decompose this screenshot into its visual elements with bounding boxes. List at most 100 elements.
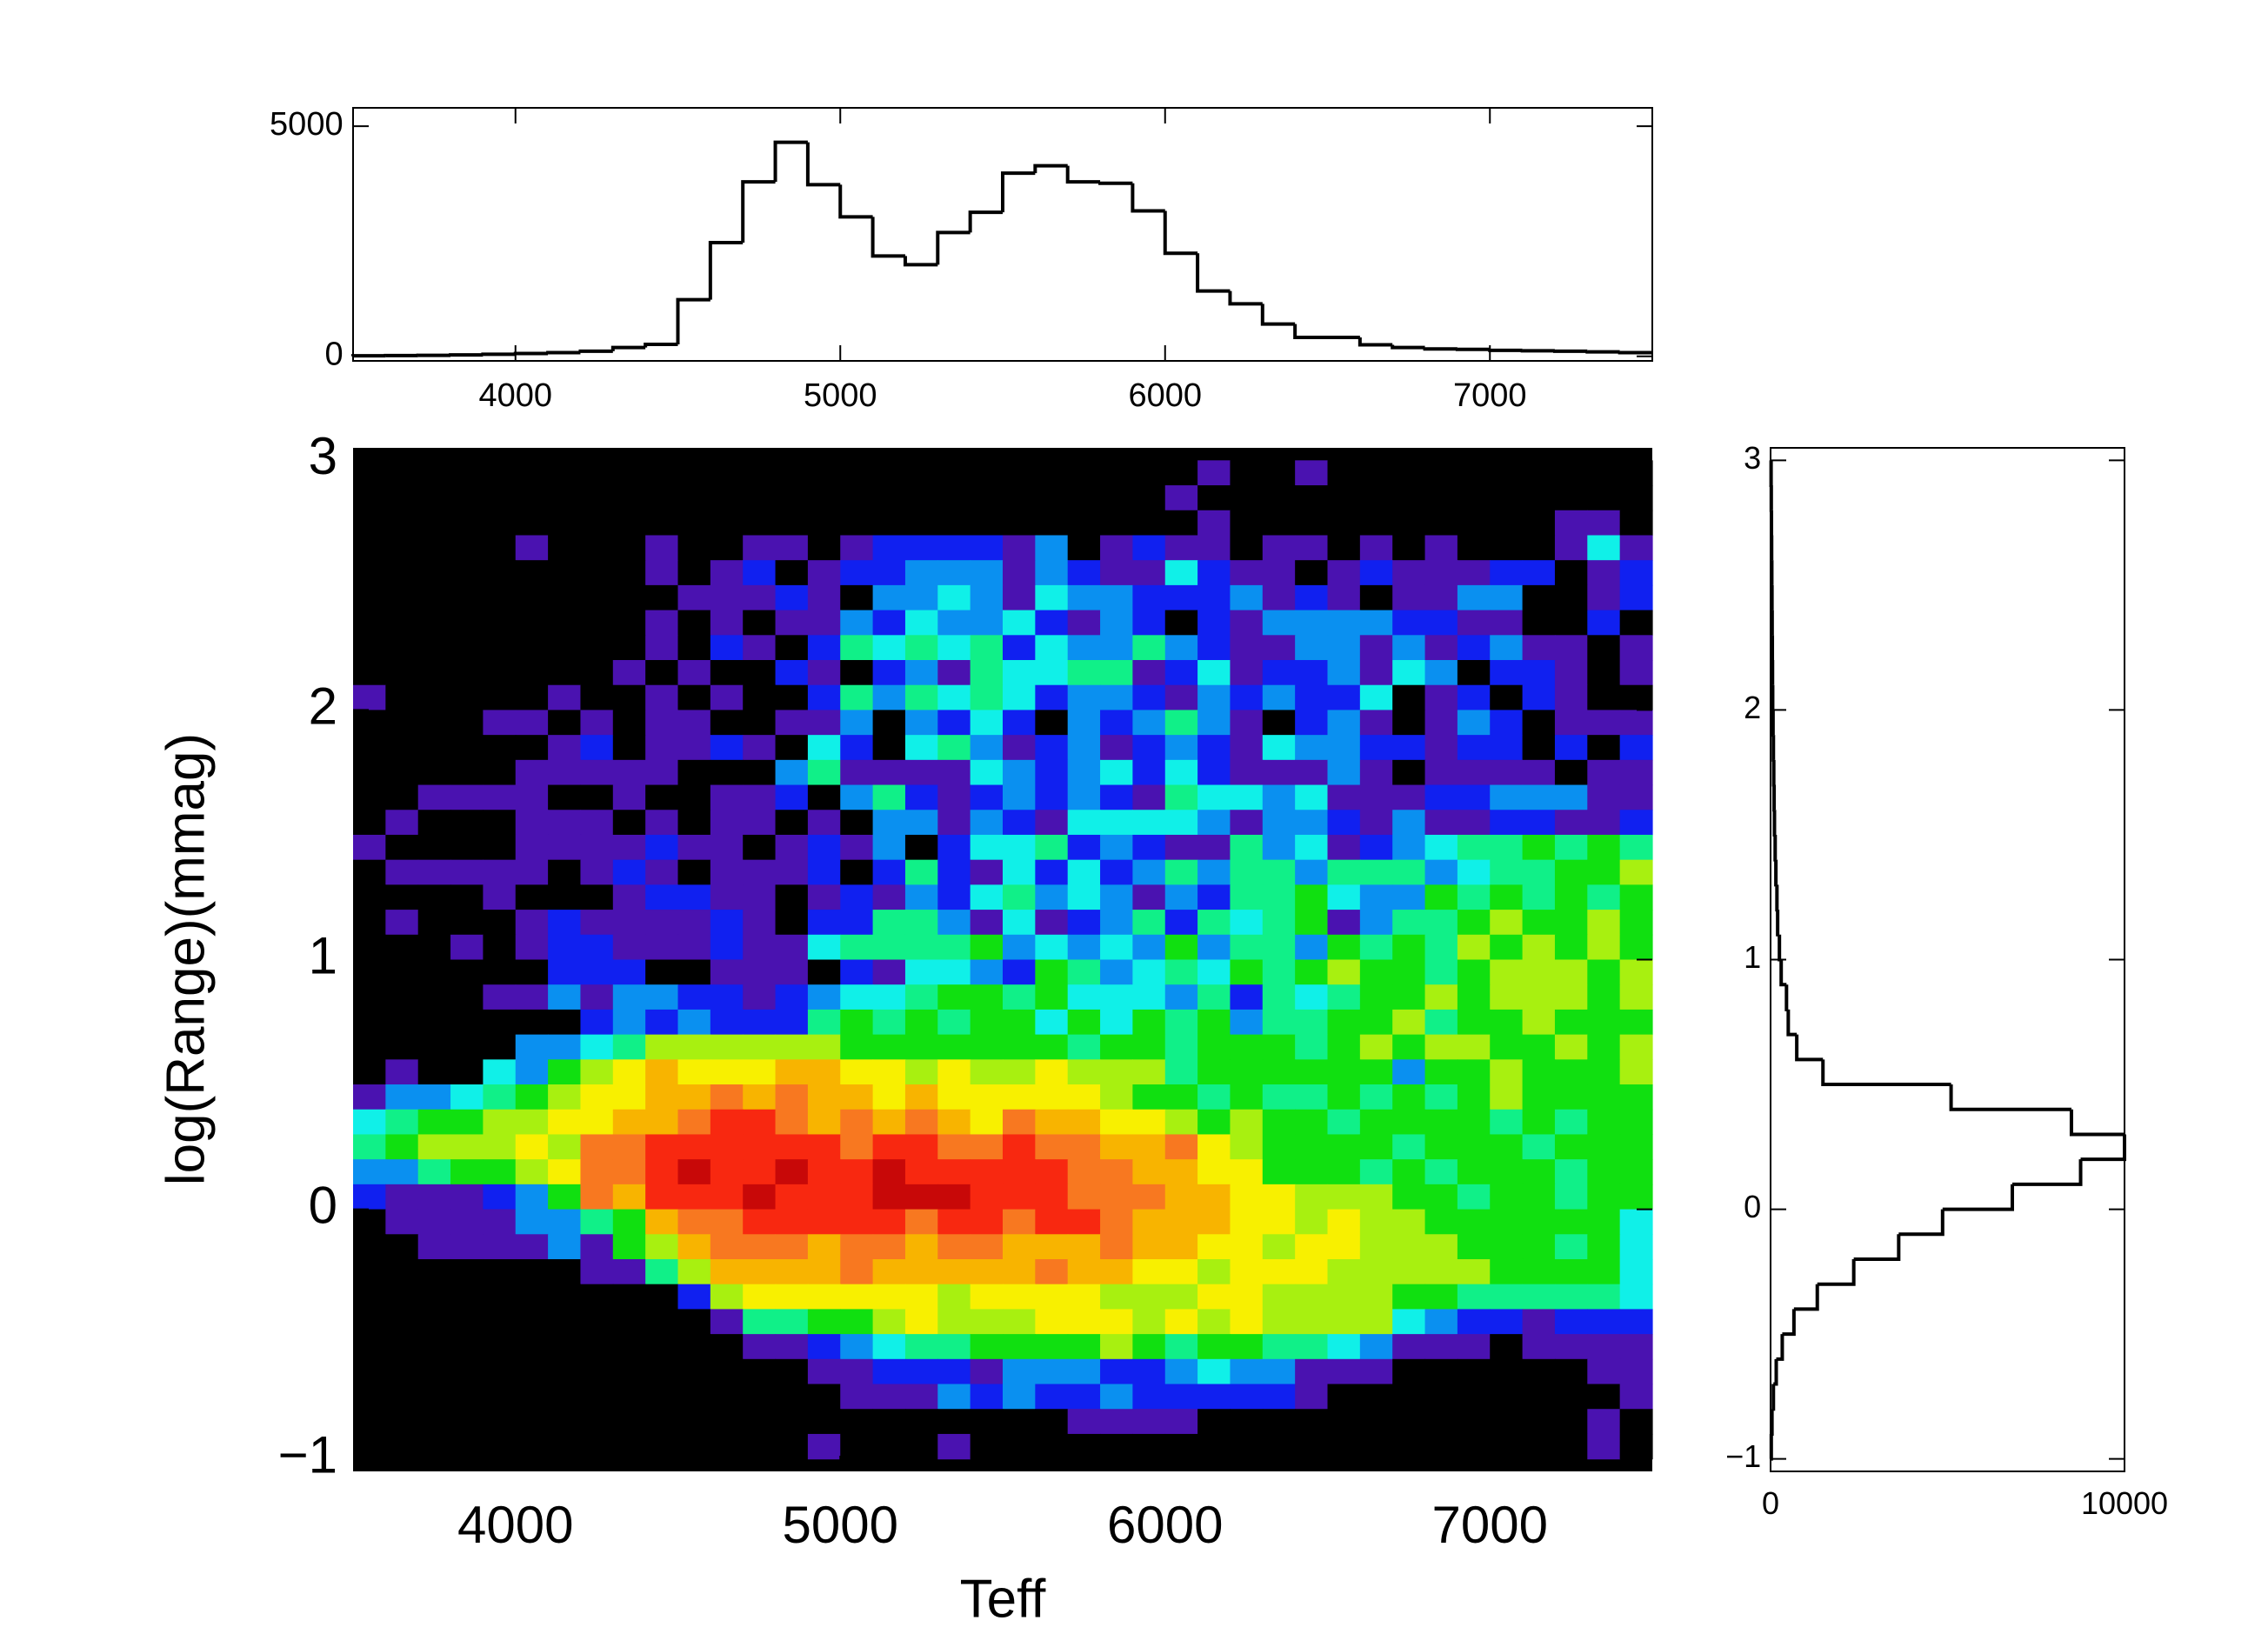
heatmap-cell — [970, 959, 1004, 985]
heatmap-cell — [1457, 1084, 1491, 1110]
heatmap-cell — [1262, 959, 1296, 985]
heatmap-cell — [1197, 1309, 1231, 1335]
heatmap-cell — [1295, 1109, 1329, 1136]
heatmap-cell — [417, 560, 451, 586]
heatmap-cell — [1262, 1234, 1296, 1260]
heatmap-cell — [1262, 1384, 1296, 1410]
heatmap-cell — [1230, 535, 1264, 561]
heatmap-cell — [385, 1109, 419, 1136]
heatmap-cell — [1457, 610, 1491, 636]
heatmap-cell — [1100, 1258, 1133, 1285]
heatmap-cell — [515, 1433, 549, 1460]
heatmap-cell — [970, 1309, 1004, 1335]
heatmap-cell — [677, 510, 711, 537]
heatmap-cell — [450, 1159, 484, 1185]
heatmap-cell — [417, 1433, 451, 1460]
heatmap-cell — [710, 710, 744, 736]
heatmap-cell — [1457, 1234, 1491, 1260]
heatmap-cell — [775, 910, 809, 936]
heatmap-cell — [483, 584, 517, 611]
heatmap-cell — [353, 1433, 386, 1460]
heatmap-cell — [483, 1234, 517, 1260]
histogram-step — [1776, 910, 1780, 937]
heatmap-cell — [677, 1258, 711, 1285]
x-tick-label: 5000 — [783, 1496, 898, 1554]
heatmap-cell — [353, 584, 386, 611]
heatmap-cell — [515, 1109, 549, 1136]
heatmap-cell — [1262, 584, 1296, 611]
heatmap-cell — [1457, 1384, 1491, 1410]
heatmap-cell — [385, 1433, 419, 1460]
heatmap-cell — [970, 710, 1004, 736]
heatmap-cell — [840, 984, 874, 1010]
histogram-step — [1585, 350, 1620, 354]
heatmap-cell — [1164, 1009, 1198, 1036]
heatmap-cell — [483, 959, 517, 985]
heatmap-cell — [385, 1309, 419, 1335]
heatmap-cell — [1392, 1184, 1426, 1210]
heatmap-cell — [1392, 1034, 1426, 1060]
heatmap-cell — [775, 1184, 809, 1210]
heatmap-cell — [937, 584, 971, 611]
heatmap-cell — [904, 560, 938, 586]
heatmap-cell — [353, 1334, 386, 1360]
heatmap-cell — [1424, 684, 1458, 711]
x-tick-label: 7000 — [1453, 377, 1527, 414]
heatmap-cell — [1327, 934, 1361, 961]
heatmap-cell — [548, 1409, 582, 1435]
heatmap-cell — [1327, 1284, 1361, 1311]
heatmap-cell — [840, 684, 874, 711]
heatmap-cell — [645, 1084, 679, 1110]
histogram-step — [1131, 183, 1165, 213]
heatmap-cell — [1619, 810, 1653, 836]
heatmap-cell — [1035, 984, 1069, 1010]
heatmap-cell — [1230, 984, 1264, 1010]
heatmap-cell — [1197, 535, 1231, 561]
heatmap-cell — [904, 859, 938, 885]
heatmap-cell — [1164, 910, 1198, 936]
heatmap-cell — [1619, 610, 1653, 636]
heatmap-cell — [937, 1159, 971, 1185]
heatmap-cell — [385, 485, 419, 511]
heatmap-cell — [1554, 1084, 1588, 1110]
heatmap-cell — [353, 934, 386, 961]
heatmap-cell — [1262, 684, 1296, 711]
heatmap-cell — [645, 934, 679, 961]
heatmap-cell — [548, 1433, 582, 1460]
heatmap-cell — [1554, 759, 1588, 786]
heatmap-cell — [807, 910, 841, 936]
heatmap-cell — [1522, 510, 1556, 537]
heatmap-cell — [1230, 460, 1264, 486]
x-axis-title: Teff — [960, 1569, 1047, 1629]
heatmap-cell — [1230, 710, 1264, 736]
heatmap-cell — [515, 1209, 549, 1235]
heatmap-cell — [483, 684, 517, 711]
heatmap-cell — [743, 984, 777, 1010]
heatmap-cell — [1359, 1209, 1393, 1235]
heatmap-cell — [970, 660, 1004, 686]
heatmap-cell — [580, 1258, 614, 1285]
histogram-step — [1779, 959, 1787, 987]
heatmap-cell — [483, 1334, 517, 1360]
heatmap-cell — [1197, 1358, 1231, 1385]
heatmap-cell — [1230, 1309, 1264, 1335]
heatmap-cell — [904, 934, 938, 961]
heatmap-cell — [580, 1009, 614, 1036]
heatmap-cell — [840, 584, 874, 611]
heatmap-cell — [1327, 710, 1361, 736]
heatmap-cell — [1262, 1009, 1296, 1036]
heatmap-cell — [1392, 710, 1426, 736]
heatmap-cell — [840, 1384, 874, 1410]
heatmap-cell — [483, 859, 517, 885]
heatmap-cell — [353, 784, 386, 810]
heatmap-cell — [1424, 1409, 1458, 1435]
heatmap-cell — [775, 834, 809, 861]
heatmap-cell — [385, 1084, 419, 1110]
heatmap-cell — [1424, 884, 1458, 910]
heatmap-cell — [1067, 784, 1101, 810]
heatmap-cell — [1262, 660, 1296, 686]
heatmap-cell — [1327, 610, 1361, 636]
heatmap-cell — [970, 1284, 1004, 1311]
heatmap-cell — [483, 1409, 517, 1435]
heatmap-cell — [1164, 535, 1198, 561]
